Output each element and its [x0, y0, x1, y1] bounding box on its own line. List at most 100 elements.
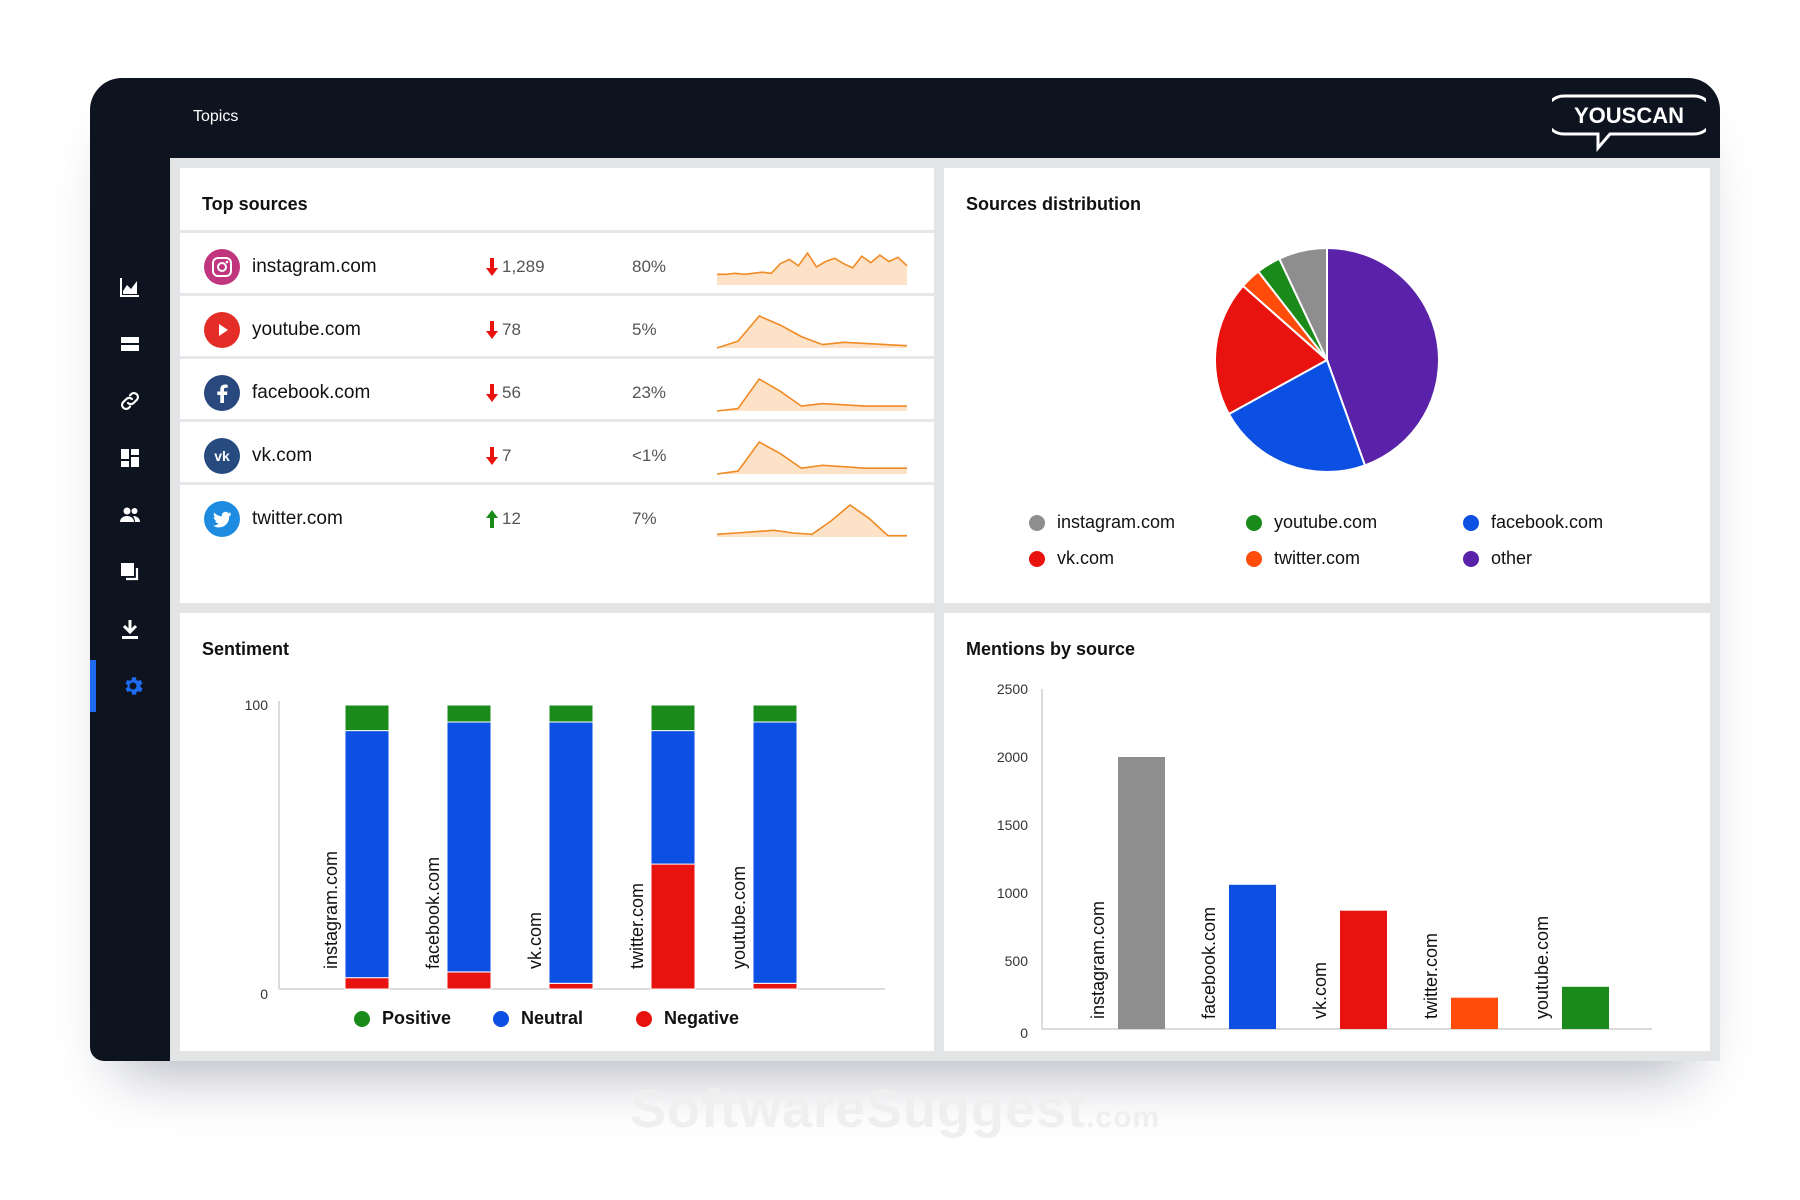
table-row[interactable]: vk vk.com 7 <1%	[180, 419, 934, 489]
sparkline-area	[717, 316, 907, 348]
legend-dot	[493, 1010, 509, 1027]
sparkline-line	[716, 440, 907, 475]
sparkline-line	[717, 251, 908, 276]
mentions-title: Mentions by source	[966, 639, 1136, 659]
brand-text: YOUSCAN	[1574, 103, 1684, 128]
arrow-down-icon	[485, 446, 499, 466]
sparkline-line	[716, 377, 907, 412]
legend-item[interactable]: Negative	[636, 1008, 739, 1029]
y-tick-label: 100	[245, 697, 269, 713]
sidebar	[90, 158, 170, 1061]
y-tick-label: 0	[260, 986, 268, 1002]
bar-neutral	[650, 730, 696, 865]
bar-neutral	[752, 721, 798, 984]
youscan-logo[interactable]: YOUSCAN	[1552, 92, 1706, 154]
legend-label: facebook.com	[1491, 512, 1604, 532]
legend-label: Negative	[664, 1008, 740, 1028]
pie-slice-vk-com	[1214, 284, 1329, 416]
bar-vk-com	[1340, 910, 1387, 1029]
sparkline	[716, 503, 907, 537]
legend-label: twitter.com	[1274, 548, 1361, 568]
vk-icon: vk	[204, 437, 240, 474]
sentiment-panel: Sentiment 100 0 instagram.com facebook.com v…	[180, 613, 934, 1051]
legend-label: youtube.com	[1274, 512, 1378, 532]
category-label: youtube.com	[729, 866, 749, 969]
source-percent: <1%	[632, 445, 667, 465]
bar-neutral	[344, 730, 390, 979]
legend-item[interactable]: other	[1463, 548, 1532, 569]
source-name[interactable]: youtube.com	[252, 318, 361, 340]
category-label: facebook.com	[423, 857, 443, 969]
nav-download[interactable]	[90, 603, 170, 655]
bar-instagram-com	[1118, 757, 1165, 1029]
bar-negative	[650, 863, 696, 990]
table-row[interactable]: twitter.com 12 7%	[180, 482, 934, 552]
y-tick-label: 1000	[997, 885, 1028, 901]
sparkline	[717, 251, 908, 285]
sparkline-area	[717, 379, 907, 411]
legend-item[interactable]: facebook.com	[1463, 512, 1603, 533]
legend-item[interactable]: Positive	[354, 1008, 451, 1029]
content-area: Top sources instagram.com 1,289 80% youtube…	[170, 158, 1720, 1061]
nav-dashboard[interactable]	[90, 432, 170, 484]
category-label: twitter.com	[627, 883, 647, 969]
legend-dot	[1029, 514, 1045, 531]
legend-item[interactable]: twitter.com	[1246, 548, 1360, 569]
mention-count: 78	[502, 319, 521, 339]
legend-item[interactable]: instagram.com	[1029, 512, 1175, 533]
sentiment-title: Sentiment	[202, 639, 290, 659]
category-label: youtube.com	[1532, 916, 1552, 1019]
source-percent: 5%	[632, 319, 657, 339]
legend-label: vk.com	[1057, 548, 1115, 568]
bar-positive	[752, 704, 798, 723]
svg-text:vk: vk	[214, 448, 230, 464]
category-label: twitter.com	[1421, 933, 1441, 1019]
arrow-down-icon	[485, 257, 499, 277]
legend-item[interactable]: vk.com	[1029, 548, 1114, 569]
category-label: facebook.com	[1199, 907, 1219, 1019]
sparkline	[716, 440, 907, 475]
watermark-main: SoftwareSuggest	[630, 1079, 1087, 1139]
sparkline-area	[717, 442, 907, 474]
mention-count: 1,289	[502, 256, 545, 276]
bar-positive	[548, 704, 594, 723]
mentions-chart: 2500 2000 1500 1000 500 0 instagram.com faceboo…	[997, 681, 1652, 1041]
y-tick-label: 1500	[997, 817, 1028, 833]
source-name[interactable]: facebook.com	[252, 381, 371, 403]
legend-label: Positive	[382, 1008, 452, 1028]
nav-settings[interactable]	[90, 660, 170, 712]
table-row[interactable]: instagram.com 1,289 80%	[180, 230, 934, 300]
legend-label: Neutral	[521, 1008, 584, 1028]
source-name[interactable]: instagram.com	[252, 255, 377, 277]
bar-negative	[752, 982, 798, 990]
watermark-suffix: .com	[1086, 1101, 1161, 1134]
legend-item[interactable]: youtube.com	[1246, 512, 1377, 533]
table-row[interactable]: facebook.com 56 23%	[180, 356, 934, 426]
mentions-panel: Mentions by source 2500 2000 1500 1000 500 0 i…	[944, 613, 1710, 1051]
category-label: instagram.com	[321, 851, 341, 969]
bar-negative	[446, 971, 492, 990]
y-tick-label: 0	[1020, 1025, 1028, 1041]
watermark: SoftwareSuggest.com	[630, 1078, 1160, 1140]
legend-item[interactable]: Neutral	[493, 1008, 583, 1029]
pie-slice-other	[1326, 246, 1440, 467]
page-title: Topics	[193, 108, 239, 125]
top-sources-panel: Top sources instagram.com 1,289 80% youtube…	[180, 168, 934, 603]
nav-analytics[interactable]	[90, 261, 170, 313]
nav-copy[interactable]	[90, 546, 170, 598]
nav-list[interactable]	[90, 318, 170, 370]
source-name[interactable]: twitter.com	[252, 507, 343, 529]
nav-users[interactable]	[90, 489, 170, 541]
link-icon	[121, 392, 139, 410]
bar-twitter-com	[1451, 997, 1498, 1029]
youtube-icon	[204, 311, 240, 348]
category-label: instagram.com	[1088, 901, 1108, 1019]
bar-negative	[548, 982, 594, 990]
y-tick-label: 2000	[997, 749, 1028, 765]
download-icon	[122, 620, 138, 639]
source-name[interactable]: vk.com	[252, 444, 313, 466]
table-row[interactable]: youtube.com 78 5%	[180, 293, 934, 363]
app-window: Topics YOUSCAN Top so	[90, 78, 1720, 1061]
nav-links[interactable]	[90, 375, 170, 427]
bar-facebook-com	[1229, 884, 1276, 1029]
